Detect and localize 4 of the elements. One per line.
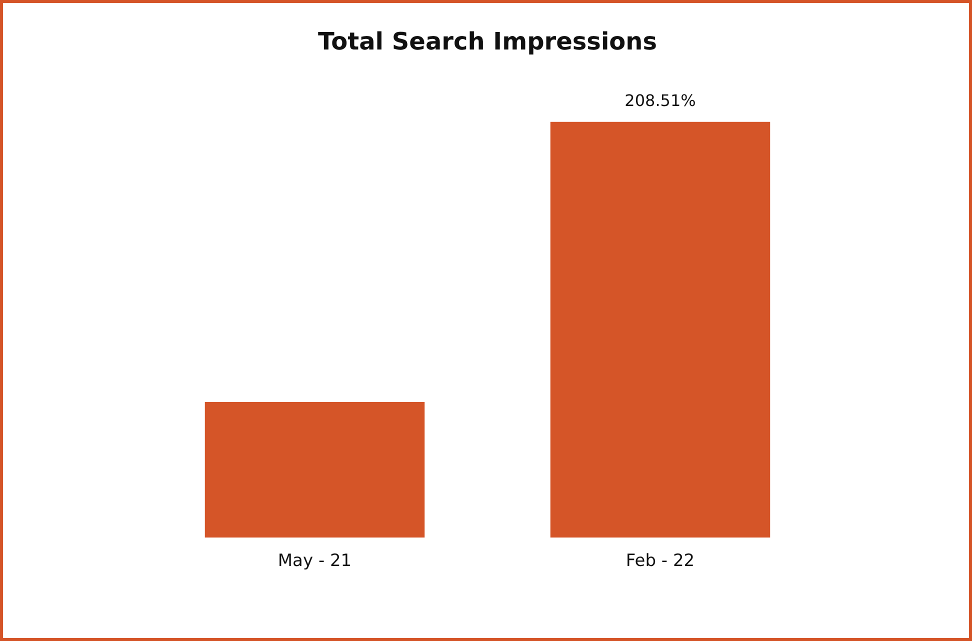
x-tick-label: May - 21 [278, 551, 352, 572]
chart-title: Total Search Impressions [318, 28, 658, 56]
data-label: 208.51% [624, 90, 696, 110]
x-tick-label: Feb - 22 [626, 551, 695, 572]
